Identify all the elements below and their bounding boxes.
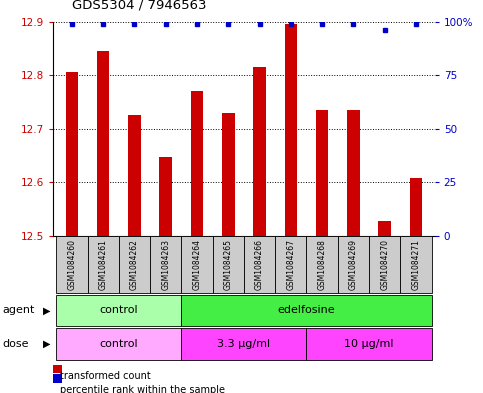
Text: control: control <box>99 339 138 349</box>
Text: control: control <box>99 305 138 316</box>
Bar <box>181 236 213 293</box>
Bar <box>378 221 391 236</box>
Bar <box>316 110 328 236</box>
Bar <box>369 236 400 293</box>
Bar <box>56 328 181 360</box>
Text: edelfosine: edelfosine <box>278 305 335 316</box>
Bar <box>181 328 307 360</box>
Bar <box>307 328 432 360</box>
Text: GSM1084265: GSM1084265 <box>224 239 233 290</box>
Bar <box>213 236 244 293</box>
Text: GSM1084271: GSM1084271 <box>412 239 420 290</box>
Bar <box>244 236 275 293</box>
Text: GSM1084263: GSM1084263 <box>161 239 170 290</box>
Bar <box>222 113 235 236</box>
Text: GSM1084269: GSM1084269 <box>349 239 358 290</box>
Bar <box>410 178 422 236</box>
Text: agent: agent <box>2 305 35 316</box>
Bar <box>150 236 181 293</box>
Bar <box>56 295 181 326</box>
Bar <box>400 236 432 293</box>
Text: GSM1084264: GSM1084264 <box>193 239 201 290</box>
Text: GSM1084260: GSM1084260 <box>68 239 76 290</box>
Bar <box>275 236 307 293</box>
Text: ▶: ▶ <box>43 305 51 316</box>
Text: GSM1084266: GSM1084266 <box>255 239 264 290</box>
Bar <box>347 110 360 236</box>
Text: 3.3 μg/ml: 3.3 μg/ml <box>217 339 270 349</box>
Bar <box>128 115 141 236</box>
Bar <box>253 67 266 236</box>
Text: GDS5304 / 7946563: GDS5304 / 7946563 <box>72 0 207 12</box>
Bar <box>338 236 369 293</box>
Bar <box>191 91 203 236</box>
Text: transformed count: transformed count <box>60 371 151 381</box>
Bar <box>159 156 172 236</box>
Text: GSM1084270: GSM1084270 <box>380 239 389 290</box>
Bar <box>119 236 150 293</box>
Text: dose: dose <box>2 339 29 349</box>
Text: GSM1084262: GSM1084262 <box>130 239 139 290</box>
Bar <box>284 24 297 236</box>
Bar <box>307 236 338 293</box>
Text: GSM1084268: GSM1084268 <box>318 239 327 290</box>
Bar <box>87 236 119 293</box>
Text: GSM1084261: GSM1084261 <box>99 239 108 290</box>
Text: percentile rank within the sample: percentile rank within the sample <box>60 385 226 393</box>
Bar <box>181 295 432 326</box>
Text: GSM1084267: GSM1084267 <box>286 239 295 290</box>
Bar <box>97 51 110 236</box>
Bar <box>66 72 78 236</box>
Text: ▶: ▶ <box>43 339 51 349</box>
Bar <box>56 236 87 293</box>
Text: 10 μg/ml: 10 μg/ml <box>344 339 394 349</box>
